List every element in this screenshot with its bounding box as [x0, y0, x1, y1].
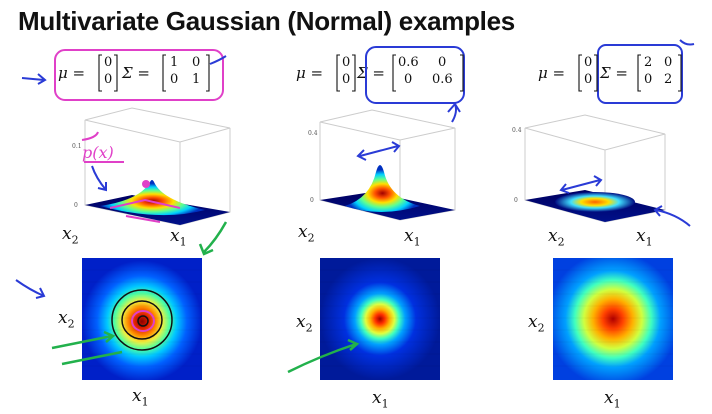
sigma-1-r2c2: 1 — [192, 72, 201, 87]
mu-2-row-2: 0 — [342, 72, 351, 87]
surface-plot-1: 0.1 0 — [72, 107, 231, 226]
px-annotation: p(x) — [82, 143, 114, 162]
mu-label-2: μ = — [296, 64, 324, 82]
sigma-2-r2c1: 0 — [404, 72, 413, 87]
sigma-1-r1c2: 0 — [192, 55, 201, 70]
svg-text:0: 0 — [514, 197, 518, 204]
surface-3-x2-label: x2 — [548, 226, 565, 249]
heatmap-3 — [553, 258, 673, 380]
mu-3-row-1: 0 — [584, 55, 593, 70]
heatmap-grid — [82, 269, 673, 367]
sigma-3-r2c2: 2 — [664, 72, 673, 87]
highlight-box-3 — [597, 44, 683, 104]
mu-label-3: μ = — [538, 64, 566, 82]
sigma-2-r2c2: 0.6 — [432, 72, 453, 87]
surface-plot-3: 0.4 0 — [512, 114, 691, 227]
heatmap-3-x1-label: x1 — [604, 388, 621, 411]
sigma-3-r1c2: 0 — [664, 55, 673, 70]
mu-2-row-1: 0 — [342, 55, 351, 70]
svg-text:0: 0 — [310, 197, 314, 204]
heatmap-2-x2-label: x2 — [296, 312, 313, 335]
surface-1-x2-label: x2 — [62, 224, 79, 247]
sigma-2-r1c2: 0 — [438, 55, 447, 70]
mu-label-1: μ = — [58, 64, 86, 82]
surface-1-x1-label: x1 — [170, 226, 187, 249]
slide-title: Multivariate Gaussian (Normal) examples — [18, 6, 515, 36]
scribble-box-3 — [679, 39, 695, 46]
sigma-1-r2c1: 0 — [170, 72, 179, 87]
arrow-up-box-2 — [447, 102, 461, 123]
green-arrow-down-1 — [198, 221, 228, 256]
surface-2-x1-label: x1 — [404, 226, 421, 249]
svg-text:0.1: 0.1 — [72, 143, 82, 150]
sigma-label-3: Σ = — [600, 64, 628, 82]
svg-text:0.4: 0.4 — [512, 127, 522, 134]
svg-text:0.4: 0.4 — [308, 130, 318, 137]
mu-1-row-1: 0 — [104, 55, 113, 70]
heatmap-2-x1-label: x1 — [372, 388, 389, 411]
surface-plot-2: 0.4 0 — [308, 109, 456, 221]
arrow-to-box-1 — [21, 73, 47, 85]
sigma-label-2: Σ = — [357, 64, 385, 82]
sigma-1-r1c1: 1 — [170, 55, 179, 70]
sigma-3-r1c1: 2 — [644, 55, 653, 70]
heatmap-1-x1-label: x1 — [132, 386, 149, 409]
svg-text:0: 0 — [74, 202, 78, 209]
surface-2-x2-label: x2 — [298, 222, 315, 245]
heatmap-2 — [320, 258, 440, 380]
heatmap-3-x2-label: x2 — [528, 312, 545, 335]
px-arrow — [91, 165, 107, 192]
sigma-3-r2c1: 0 — [644, 72, 653, 87]
heatmap-1-x2-label: x2 — [58, 308, 75, 331]
sigma-2-r1c1: 0.6 — [398, 55, 419, 70]
mu-1-row-2: 0 — [104, 72, 113, 87]
heatmap-1 — [82, 258, 202, 380]
highlight-box-1 — [54, 49, 224, 101]
green-arrow-3 — [287, 338, 360, 374]
highlight-box-2 — [365, 46, 465, 104]
green-arrow-2 — [61, 350, 123, 366]
check-mark-1 — [209, 55, 227, 65]
blue-arrow-heatmap — [15, 279, 46, 299]
surface-3-x1-label: x1 — [636, 226, 653, 249]
mu-3-row-2: 0 — [584, 72, 593, 87]
sigma-label-1: Σ = — [122, 64, 150, 82]
